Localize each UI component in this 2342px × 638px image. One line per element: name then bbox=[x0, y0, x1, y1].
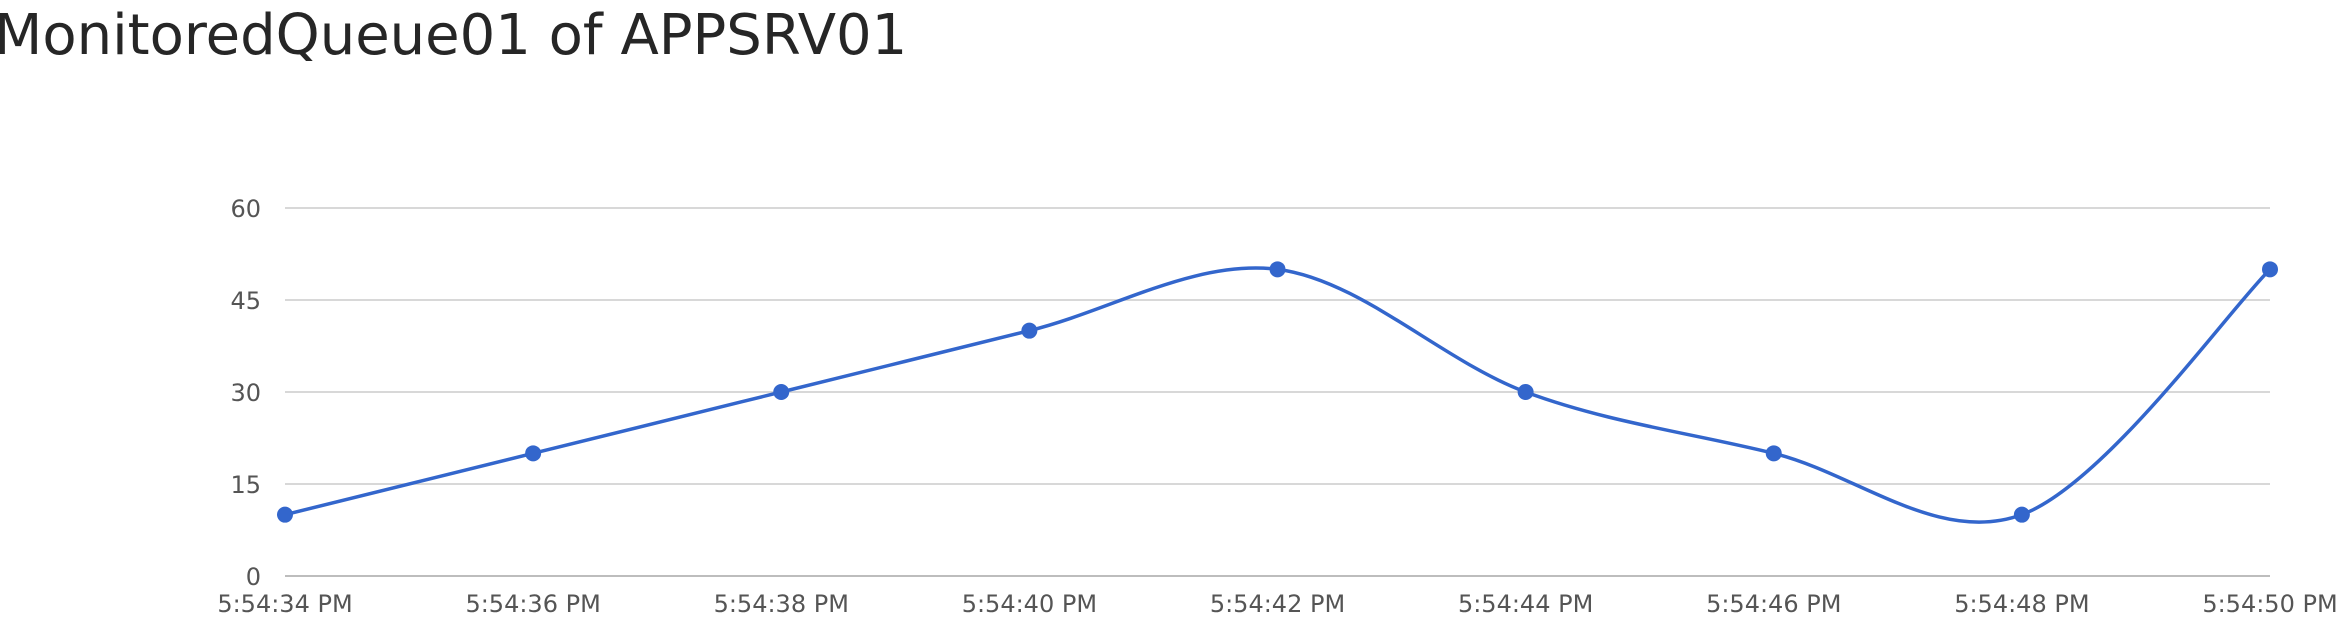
grid-layer bbox=[285, 207, 2270, 577]
data-point[interactable] bbox=[277, 506, 293, 523]
series-layer bbox=[277, 261, 2278, 524]
data-point[interactable] bbox=[1517, 384, 1534, 400]
series-line bbox=[283, 266, 2272, 524]
x-tick-label: 5:54:36 PM bbox=[465, 590, 600, 618]
y-tick-label: 30 bbox=[230, 379, 261, 407]
data-point[interactable] bbox=[2013, 506, 2030, 523]
y-tick-label: 0 bbox=[246, 563, 261, 591]
data-point[interactable] bbox=[773, 384, 790, 400]
data-point[interactable] bbox=[2262, 261, 2278, 278]
x-tick-label: 5:54:50 PM bbox=[2202, 590, 2337, 618]
y-axis-ticks: 0 15 30 45 60 bbox=[230, 195, 261, 591]
x-tick-label: 5:54:42 PM bbox=[1210, 590, 1345, 618]
x-tick-label: 5:54:48 PM bbox=[1954, 590, 2089, 618]
x-axis-ticks: 5:54:34 PM 5:54:36 PM 5:54:38 PM 5:54:40 PM… bbox=[217, 590, 2337, 618]
x-tick-label: 5:54:40 PM bbox=[962, 590, 1097, 618]
x-tick-label: 5:54:38 PM bbox=[714, 590, 849, 618]
y-tick-label: 60 bbox=[230, 195, 261, 223]
data-point[interactable] bbox=[525, 445, 542, 462]
data-point[interactable] bbox=[1021, 322, 1038, 339]
x-tick-label: 5:54:34 PM bbox=[217, 590, 352, 618]
data-point[interactable] bbox=[1765, 445, 1782, 462]
data-point[interactable] bbox=[1269, 261, 1286, 278]
chart-title: MonitoredQueue01 of APPSRV01 bbox=[0, 3, 908, 68]
x-tick-label: 5:54:44 PM bbox=[1458, 590, 1593, 618]
y-tick-label: 45 bbox=[230, 287, 261, 315]
x-tick-label: 5:54:46 PM bbox=[1706, 590, 1841, 618]
y-tick-label: 15 bbox=[230, 471, 261, 499]
